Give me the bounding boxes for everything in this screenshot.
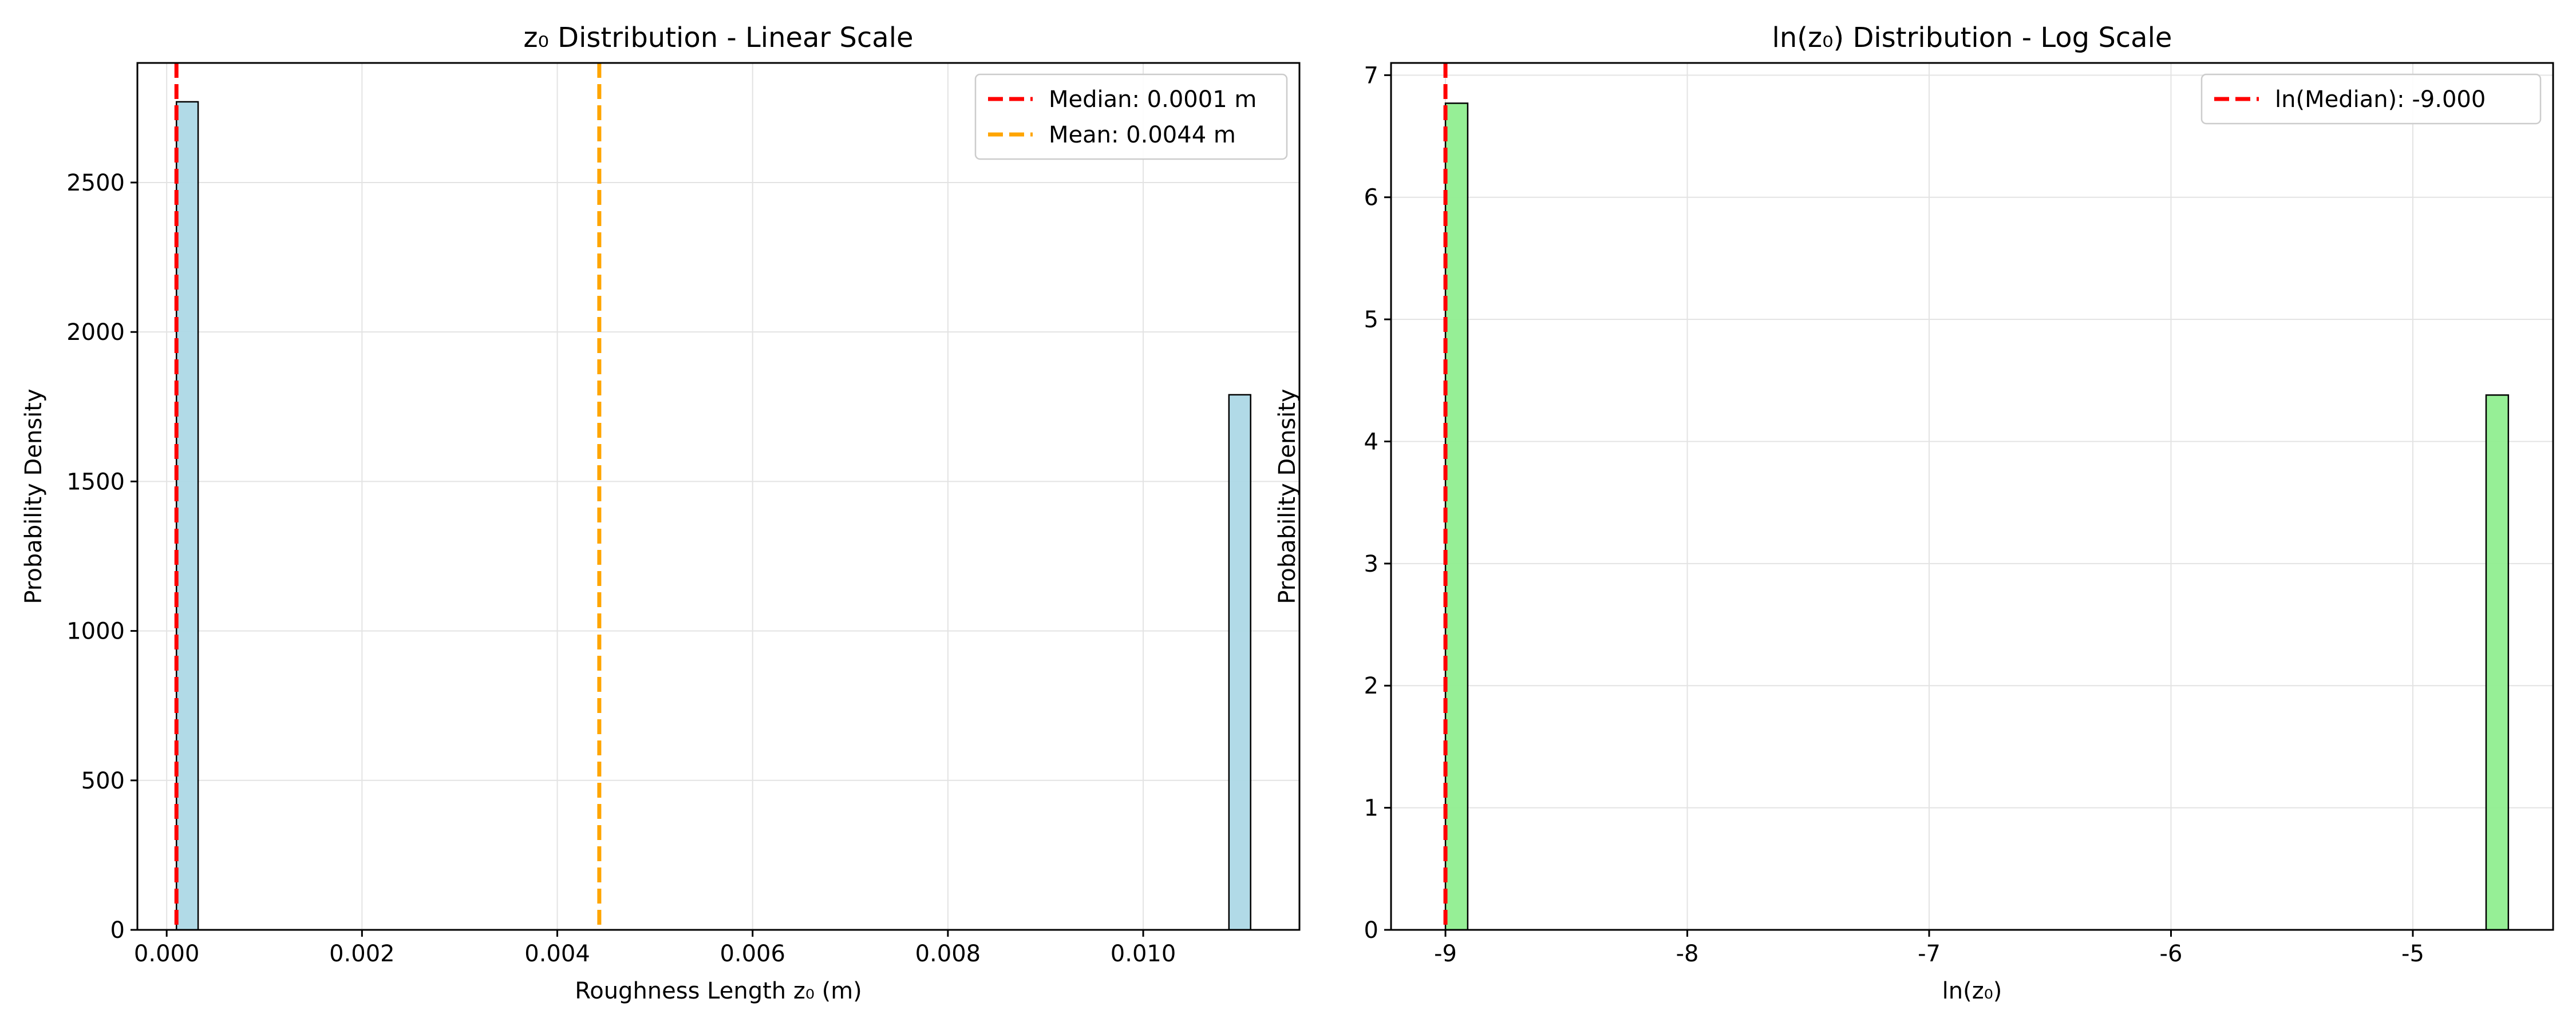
gridlines <box>137 63 1299 930</box>
histogram-bar-2 <box>1228 394 1251 931</box>
x-tick-label: 0.010 <box>1111 941 1176 967</box>
chart-linear-scale: 0.000 0.002 0.004 0.006 0.008 0.010 0 500 1000 1… <box>21 22 1301 1004</box>
x-tick-label: 0.004 <box>524 941 590 967</box>
x-tick-label: 0.000 <box>134 941 200 967</box>
x-tick-label: 0.008 <box>915 941 981 967</box>
y-tick-label: 1000 <box>66 619 125 645</box>
x-axis-label: ln(z₀) <box>1942 978 2002 1004</box>
x-tick-label: 0.002 <box>329 941 395 967</box>
plot-frame <box>136 62 1301 931</box>
reference-lines <box>174 63 602 930</box>
y-tick-label: 0 <box>110 917 125 944</box>
histogram-bar-2 <box>2485 394 2510 931</box>
gridlines <box>1391 63 2553 930</box>
legend-label: Mean: 0.0044 m <box>1049 122 1236 148</box>
y-tick-label: 2 <box>1364 673 1378 699</box>
chart-log-scale: -9 -8 -7 -6 -5 0 1 2 3 4 5 6 7 ln(z₀) Distribution … <box>1274 22 2554 1004</box>
y-tick-label: 1 <box>1364 795 1378 822</box>
y-tick-label: 7 <box>1364 62 1378 89</box>
legend-label: ln(Median): -9.000 <box>2275 86 2486 113</box>
legend-label: Median: 0.0001 m <box>1049 86 1257 113</box>
y-tick-label: 3 <box>1364 551 1378 577</box>
legend-box <box>2200 73 2542 125</box>
x-tick-label: -5 <box>2401 941 2424 967</box>
x-tick-label: 0.006 <box>720 941 785 967</box>
x-tick-label: -7 <box>1918 941 1941 967</box>
y-axis-label: Probability Density <box>21 389 47 604</box>
y-axis-ticks: 0 500 1000 1500 2000 2500 <box>66 170 137 944</box>
y-tick-label: 5 <box>1364 307 1378 333</box>
histogram-bar-1 <box>175 101 199 931</box>
x-tick-label: -6 <box>2160 941 2183 967</box>
y-tick-label: 500 <box>81 768 125 794</box>
y-tick-label: 0 <box>1364 917 1378 944</box>
y-tick-label: 2500 <box>66 170 125 196</box>
y-tick-label: 6 <box>1364 185 1378 211</box>
legend: ln(Median): -9.000 <box>2200 73 2542 125</box>
x-tick-label: -8 <box>1676 941 1699 967</box>
histogram-bars <box>175 101 1251 931</box>
y-axis-ticks: 0 1 2 3 4 5 6 7 <box>1364 62 1391 944</box>
chart-title: z₀ Distribution - Linear Scale <box>523 22 913 54</box>
x-axis-ticks: -9 -8 -7 -6 -5 <box>1434 930 2424 967</box>
chart-title: ln(z₀) Distribution - Log Scale <box>1772 22 2172 54</box>
histogram-bars <box>1444 102 2510 931</box>
y-tick-label: 1500 <box>66 469 125 495</box>
y-axis-label: Probability Density <box>1274 389 1301 604</box>
y-tick-label: 2000 <box>66 319 125 346</box>
histogram-bar-1 <box>1444 102 1469 931</box>
plot-frame <box>1390 62 2554 931</box>
legend: Median: 0.0001 m Mean: 0.0044 m <box>974 73 1288 160</box>
x-axis-ticks: 0.000 0.002 0.004 0.006 0.008 0.010 <box>134 930 1176 967</box>
x-axis-label: Roughness Length z₀ (m) <box>575 978 862 1004</box>
y-tick-label: 4 <box>1364 429 1378 455</box>
x-tick-label: -9 <box>1434 941 1457 967</box>
legend-box <box>974 73 1288 160</box>
